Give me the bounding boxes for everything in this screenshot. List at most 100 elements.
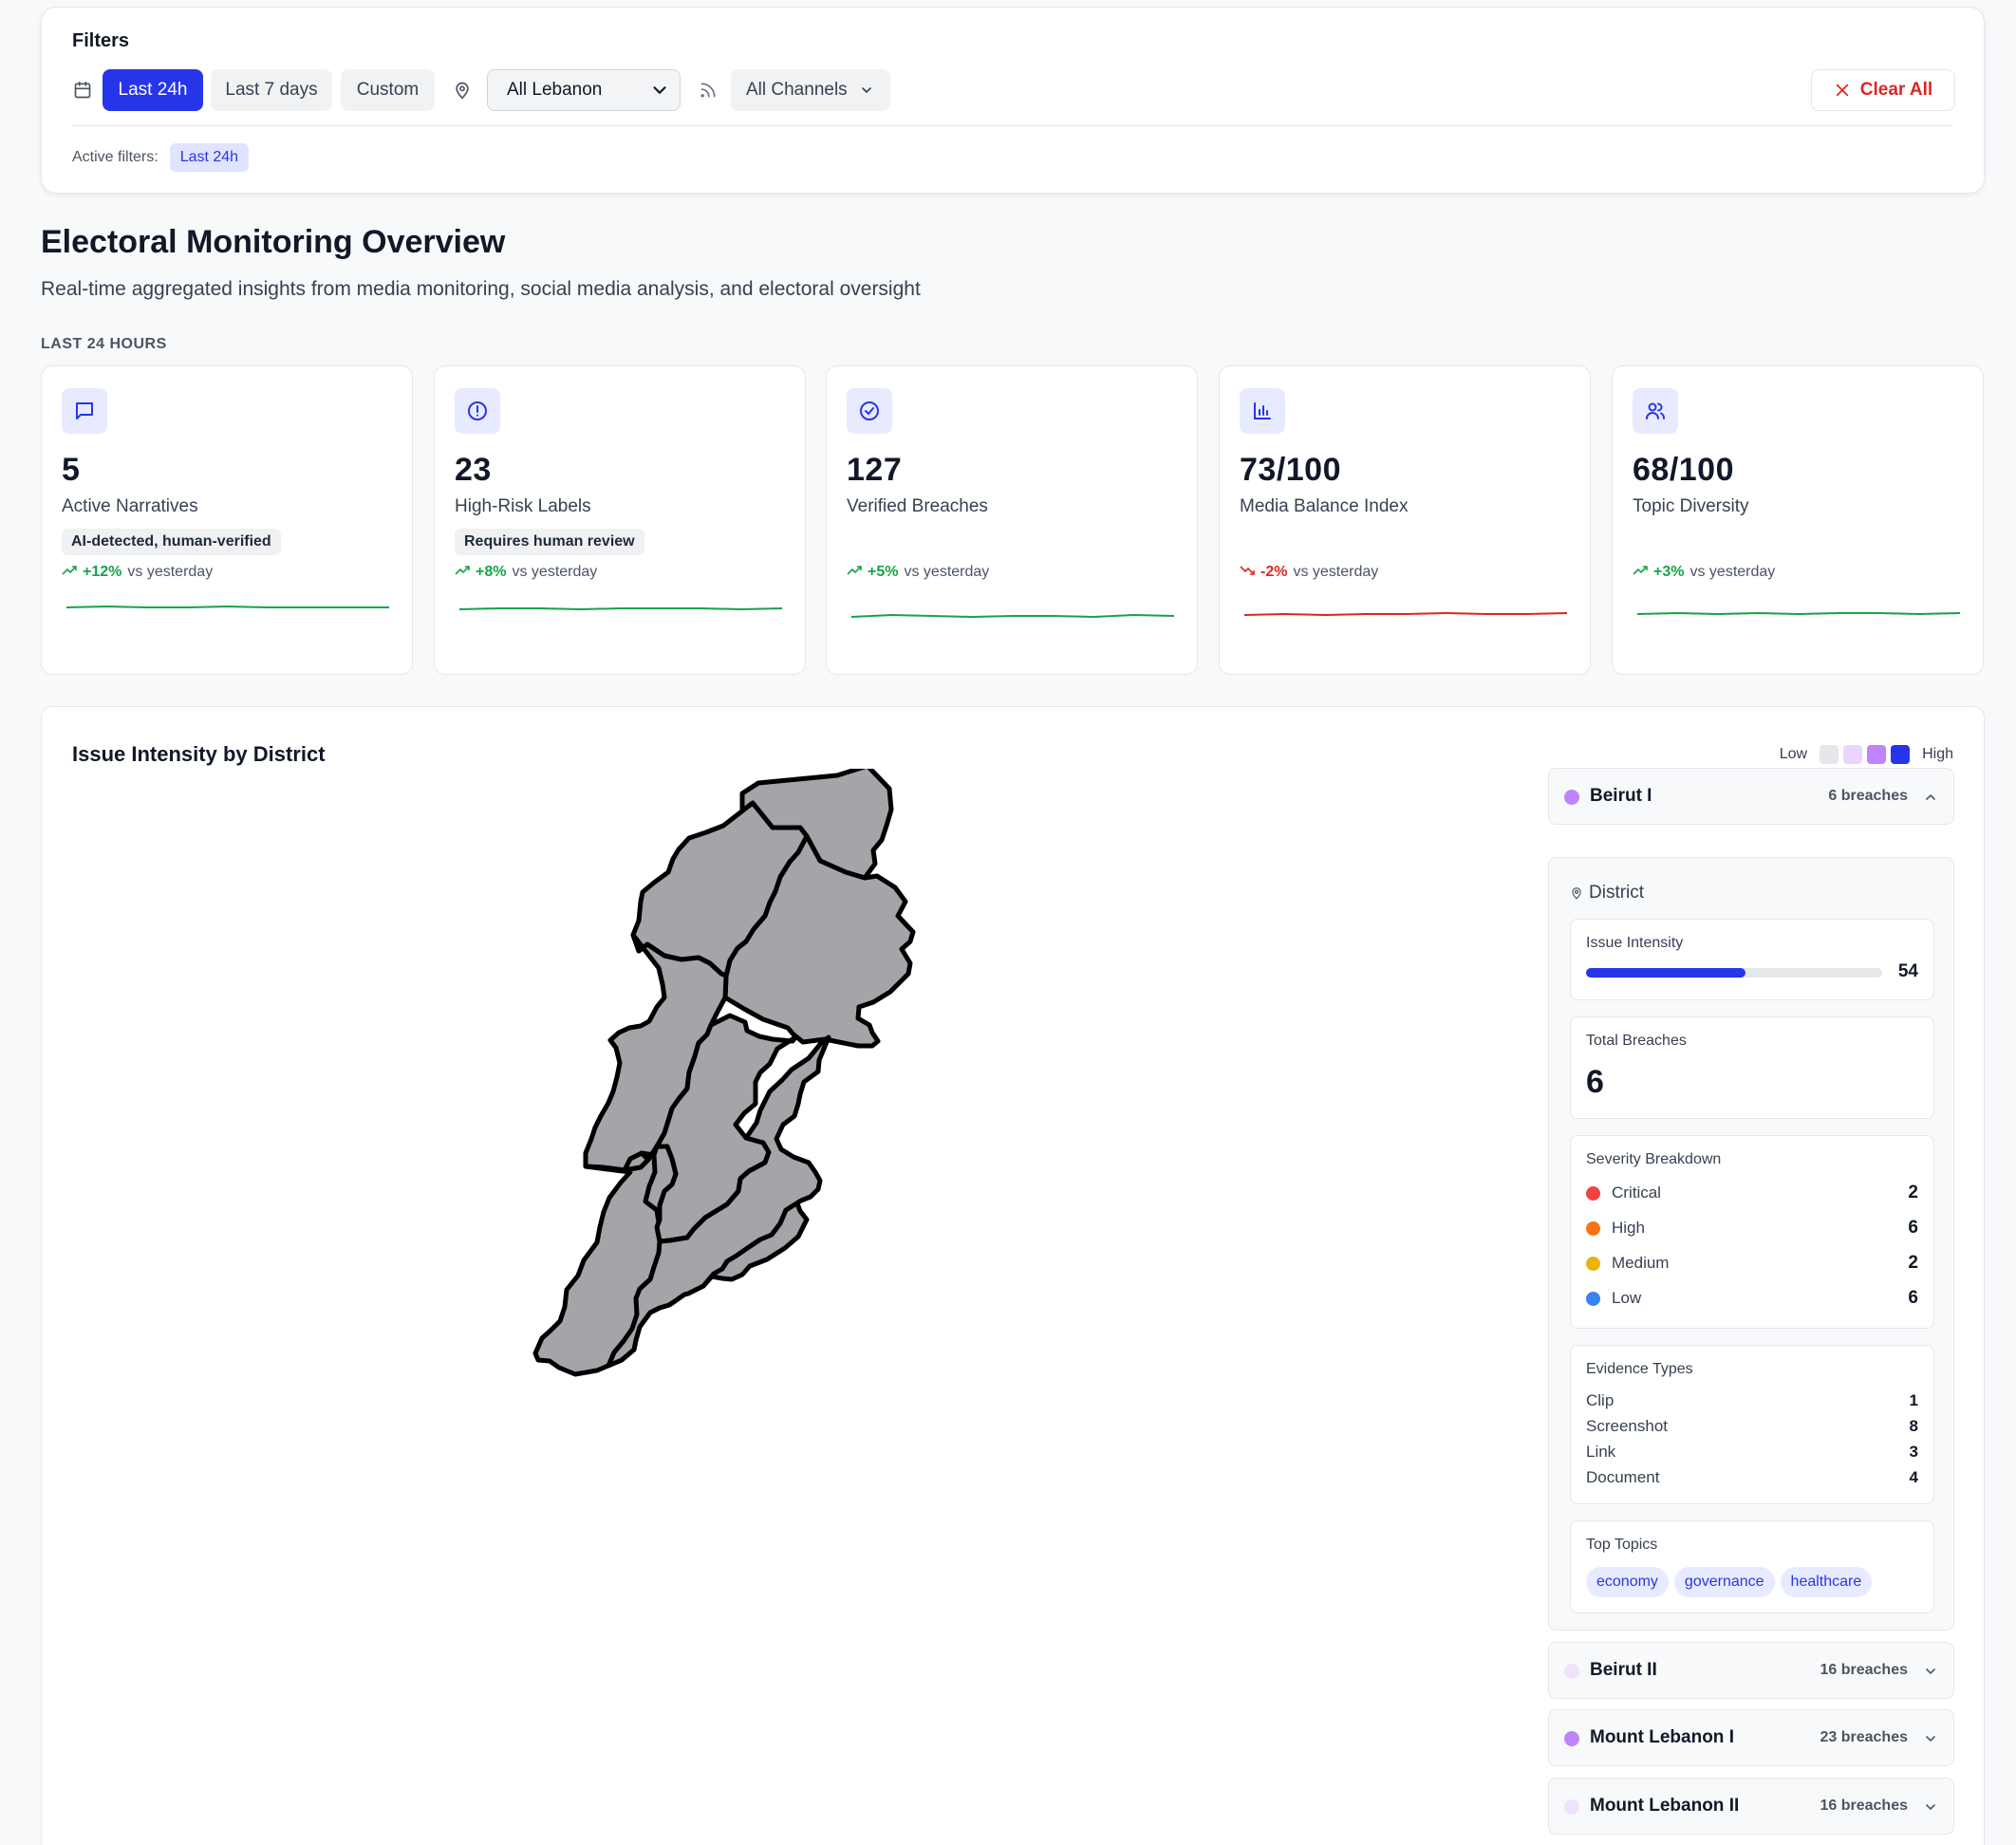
sparkline — [1637, 611, 1960, 616]
top-topics-label: Top Topics — [1586, 1537, 1658, 1553]
intensity-dot — [1564, 1664, 1579, 1679]
filters-divider — [72, 125, 1953, 126]
page-title: Electoral Monitoring Overview — [41, 224, 506, 260]
active-filters: Active filters: Last 24h — [72, 143, 250, 172]
severity-name: Low — [1612, 1289, 1642, 1307]
kpi-label: High-Risk Labels — [455, 496, 591, 516]
district-breaches: 16 breaches — [1820, 1798, 1908, 1814]
kpi-card-high-risk-labels[interactable]: 23 High-Risk Labels Requires human revie… — [434, 365, 806, 675]
trending-up-icon — [1633, 564, 1648, 581]
district-type-label: District — [1589, 883, 1645, 903]
time-filter-last-7-days[interactable]: Last 7 days — [211, 69, 332, 111]
kpi-trend-value: +5% — [868, 564, 899, 580]
kpi-trend: +3% vs yesterday — [1633, 564, 1775, 581]
evidence-value: 4 — [1909, 1468, 1918, 1486]
severity-value: 2 — [1908, 1183, 1918, 1202]
kpi-label: Media Balance Index — [1240, 496, 1409, 516]
kpi-badge: Requires human review — [455, 529, 644, 555]
location-select[interactable]: All Lebanon — [487, 69, 681, 111]
kpi-label: Verified Breaches — [847, 496, 988, 516]
district-breaches: 23 breaches — [1820, 1729, 1908, 1745]
district-breaches: 6 breaches — [1828, 788, 1908, 804]
sparkline — [459, 607, 782, 611]
kpi-value: 127 — [847, 452, 903, 488]
severity-name: Critical — [1612, 1183, 1661, 1202]
kpi-badge: AI-detected, human-verified — [62, 529, 281, 555]
kpi-card-topic-diversity[interactable]: 68/100 Topic Diversity +3% vs yesterday — [1612, 365, 1984, 675]
rss-icon — [698, 80, 719, 101]
evidence-row: Clip 1 — [1586, 1391, 1918, 1412]
lebanon-district-map — [532, 769, 916, 1377]
evidence-types-panel: Evidence Types Clip 1 Screenshot 8 Link … — [1570, 1345, 1934, 1504]
evidence-name: Clip — [1586, 1391, 1615, 1409]
total-breaches-label: Total Breaches — [1586, 1033, 1687, 1049]
severity-row-critical: Critical 2 — [1586, 1182, 1918, 1204]
district-row-mount-lebanon-ii[interactable]: Mount Lebanon II 16 breaches — [1548, 1778, 1954, 1835]
issue-intensity-panel: Issue Intensity 54 — [1570, 919, 1934, 1000]
filters-title: Filters — [72, 30, 130, 51]
topic-chip[interactable]: governance — [1673, 1567, 1775, 1597]
evidence-value: 3 — [1909, 1443, 1918, 1461]
evidence-row: Link 3 — [1586, 1443, 1918, 1463]
top-topics-panel: Top Topics economy governance healthcare — [1570, 1520, 1934, 1613]
time-filter-custom[interactable]: Custom — [341, 69, 435, 111]
district-name: Mount Lebanon I — [1590, 1727, 1734, 1747]
filters-panel: Filters Last 24h Last 7 days Custom All … — [41, 7, 1985, 194]
chevron-down-icon — [649, 80, 670, 106]
legend-swatch — [1891, 745, 1911, 764]
district-row-beirut-ii[interactable]: Beirut II 16 breaches — [1548, 1642, 1954, 1699]
map-pin-icon — [1570, 886, 1583, 900]
clear-all-button[interactable]: Clear All — [1811, 69, 1955, 111]
section-label: LAST 24 HOURS — [41, 336, 167, 352]
evidence-name: Document — [1586, 1468, 1660, 1486]
kpi-trend-value: -2% — [1260, 564, 1288, 580]
users-icon — [1633, 388, 1678, 434]
kpi-label: Topic Diversity — [1633, 496, 1749, 516]
page-subtitle: Real-time aggregated insights from media… — [41, 278, 921, 300]
kpi-trend: +8% vs yesterday — [455, 564, 597, 581]
severity-dot — [1586, 1221, 1600, 1236]
district-row-beirut-i[interactable]: Beirut I 6 breaches — [1548, 768, 1954, 825]
total-breaches-panel: Total Breaches 6 — [1570, 1016, 1934, 1119]
kpi-trend-tail: vs yesterday — [512, 564, 598, 580]
intensity-dot — [1564, 1799, 1579, 1815]
map-pin-icon — [452, 80, 473, 101]
kpi-card-active-narratives[interactable]: 5 Active Narratives AI-detected, human-v… — [41, 365, 413, 675]
kpi-value: 68/100 — [1633, 452, 1734, 488]
channels-dropdown[interactable]: All Channels — [731, 69, 890, 111]
total-breaches-value: 6 — [1586, 1064, 1604, 1100]
sparkline — [851, 613, 1174, 619]
trending-up-icon — [62, 564, 77, 581]
district-row-mount-lebanon-i[interactable]: Mount Lebanon I 23 breaches — [1548, 1709, 1954, 1766]
kpi-card-media-balance-index[interactable]: 73/100 Media Balance Index -2% vs yester… — [1219, 365, 1591, 675]
topic-chip[interactable]: healthcare — [1780, 1567, 1873, 1597]
chevron-up-icon — [1923, 790, 1938, 810]
time-filter-last-24h[interactable]: Last 24h — [103, 69, 203, 111]
location-select-value: All Lebanon — [507, 80, 603, 100]
kpi-trend-tail: vs yesterday — [1689, 564, 1776, 580]
kpi-trend-value: +12% — [83, 564, 122, 580]
close-icon — [1834, 82, 1851, 99]
severity-dot — [1586, 1256, 1600, 1271]
sparkline — [1244, 611, 1567, 617]
sparkline — [66, 605, 389, 608]
district-breaches: 16 breaches — [1820, 1662, 1908, 1678]
kpi-value: 23 — [455, 452, 492, 488]
chevron-down-icon — [1923, 1664, 1938, 1684]
district-region-nabatieh[interactable] — [606, 1034, 831, 1369]
severity-name: Medium — [1612, 1254, 1670, 1272]
intensity-dot — [1564, 1731, 1579, 1746]
topic-chip[interactable]: economy — [1586, 1567, 1669, 1597]
active-filter-chip[interactable]: Last 24h — [169, 143, 250, 172]
trending-up-icon — [847, 564, 862, 581]
evidence-value: 8 — [1909, 1417, 1918, 1435]
district-details: District Issue Intensity 54 Total Breach… — [1548, 857, 1954, 1631]
legend-high-label: High — [1922, 746, 1953, 762]
filters-row: Last 24h Last 7 days Custom All Lebanon … — [72, 69, 1955, 111]
severity-breakdown-label: Severity Breakdown — [1586, 1151, 1722, 1167]
issue-intensity-label: Issue Intensity — [1586, 935, 1684, 951]
kpi-trend: +5% vs yesterday — [847, 564, 989, 581]
evidence-name: Link — [1586, 1443, 1616, 1461]
intensity-legend: Low High — [1780, 745, 1953, 764]
kpi-card-verified-breaches[interactable]: 127 Verified Breaches +5% vs yesterday — [826, 365, 1198, 675]
